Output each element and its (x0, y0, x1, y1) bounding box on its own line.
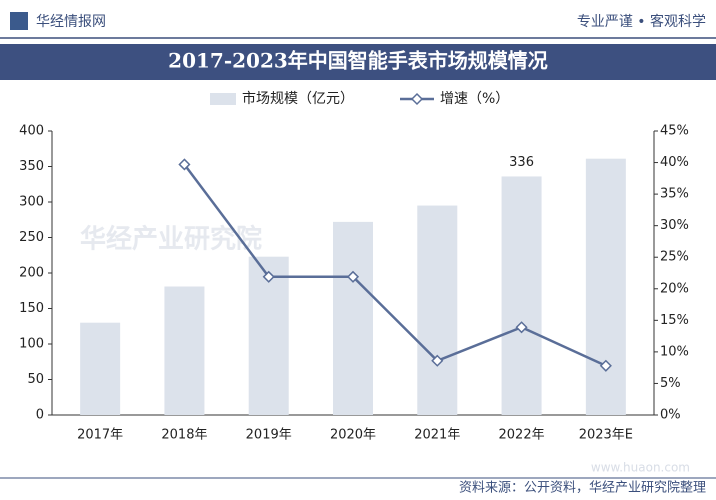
bar (417, 205, 458, 415)
y-tick-label: 250 (19, 230, 44, 245)
watermark: 华经产业研究院 (80, 224, 262, 255)
x-tick-label: 2017年 (77, 428, 123, 443)
line-marker (346, 270, 360, 283)
bar (585, 158, 626, 415)
legend-swatch (410, 92, 424, 106)
x-tick-label: 2018年 (161, 428, 207, 443)
bar (501, 176, 542, 415)
website: www.huaon.com (591, 461, 690, 475)
source: 资料来源：公开资料，华经产业研究院整理 (459, 481, 706, 496)
slogan: 专业严谨 • 客观科学 (577, 13, 706, 30)
data-label: 336 (509, 155, 534, 170)
bar (80, 322, 121, 415)
y-tick-label: 400 (19, 124, 44, 139)
y2-tick-label: 10% (660, 344, 689, 359)
legend-swatch (210, 93, 236, 105)
title-banner (0, 44, 716, 80)
line-marker (178, 158, 191, 171)
line-marker (599, 359, 612, 372)
legend-label: 市场规模（亿元） (242, 90, 354, 107)
y2-tick-label: 20% (660, 281, 689, 296)
y2-tick-label: 25% (660, 250, 689, 265)
y2-tick-label: 15% (660, 313, 689, 328)
y-tick-label: 150 (19, 301, 44, 316)
logo (10, 12, 28, 30)
y2-tick-label: 30% (660, 218, 689, 233)
x-tick-label: 2022年 (499, 428, 545, 443)
x-tick-label: 2021年 (414, 428, 460, 443)
legend-label: 增速（%） (440, 91, 509, 107)
y2-tick-label: 0% (660, 408, 681, 423)
bar (333, 221, 373, 415)
line-marker (515, 321, 528, 334)
x-tick-label: 2023年E (579, 428, 633, 443)
y2-tick-label: 5% (660, 376, 681, 391)
line-marker (262, 270, 275, 283)
brand: 华经情报网 (36, 14, 106, 30)
chart-title: 2017-2023年中国智能手表市场规模情况 (168, 49, 548, 73)
y-tick-label: 300 (19, 195, 44, 210)
y-tick-label: 0 (36, 408, 44, 423)
x-tick-label: 2020年 (330, 428, 376, 443)
y-tick-label: 350 (19, 159, 44, 174)
y2-tick-label: 40% (660, 155, 689, 170)
y-tick-label: 50 (27, 372, 44, 387)
y-tick-label: 100 (19, 337, 44, 352)
line-marker (431, 354, 444, 367)
y-tick-label: 200 (19, 266, 44, 281)
y2-tick-label: 35% (660, 187, 689, 202)
y2-tick-label: 45% (660, 124, 689, 139)
bar (248, 256, 289, 415)
bar (164, 286, 205, 415)
line (183, 163, 607, 367)
x-tick-label: 2019年 (246, 428, 292, 443)
